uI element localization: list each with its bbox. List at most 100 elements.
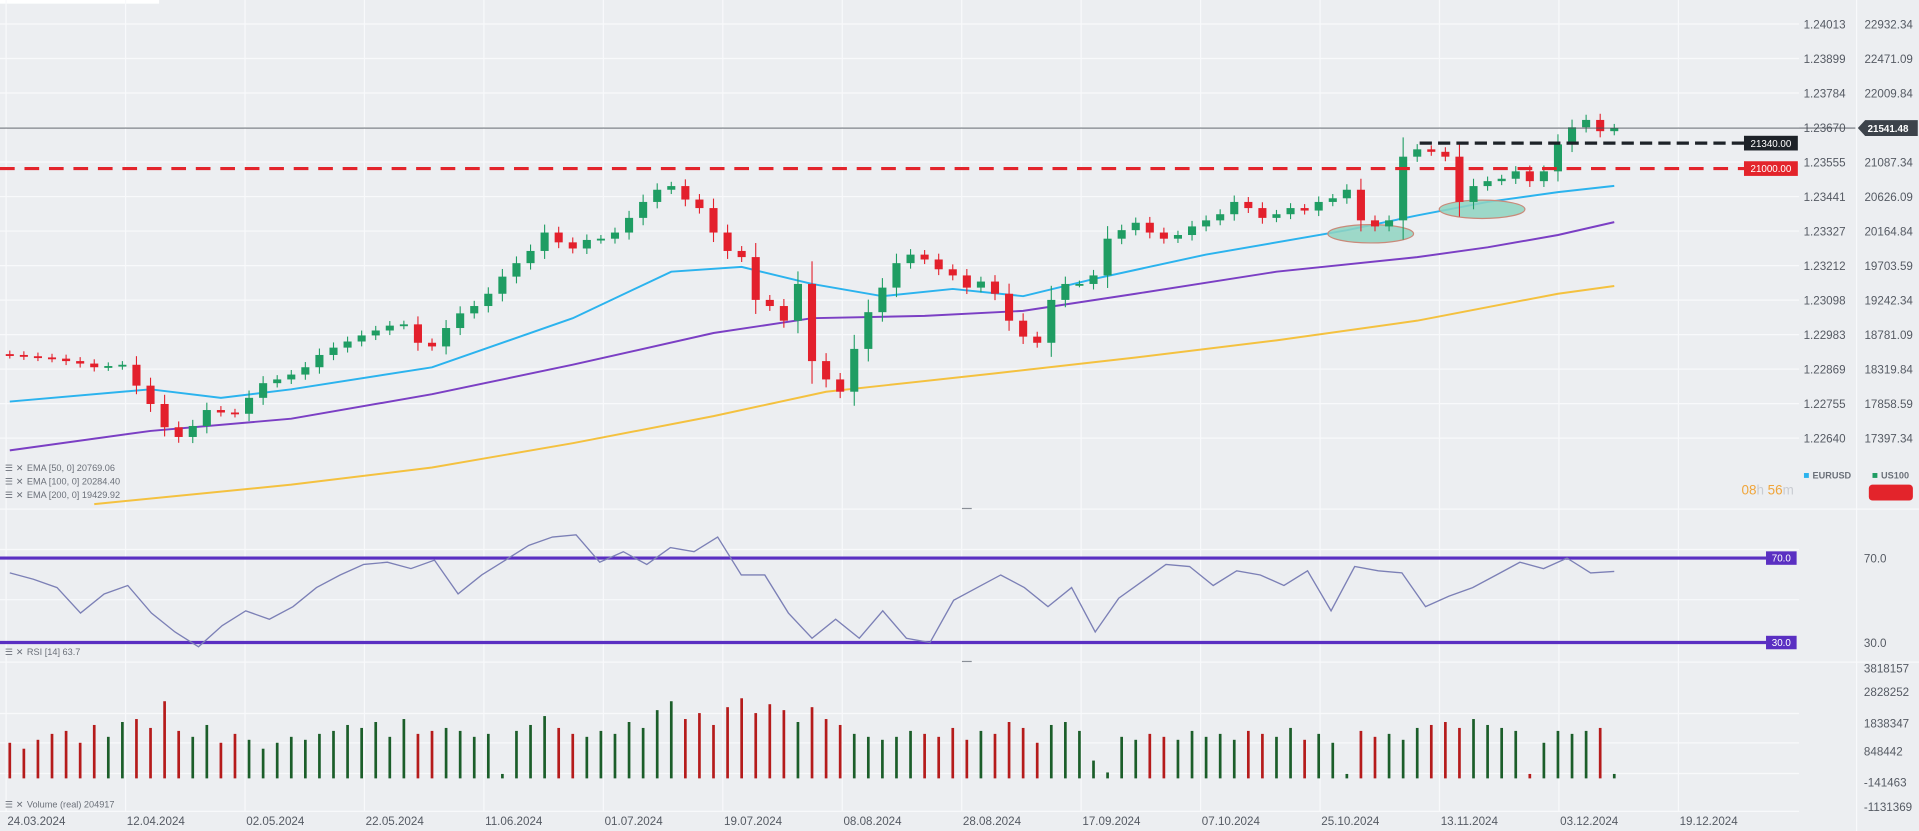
candle-body-down [568, 242, 577, 249]
volume-bar [1584, 730, 1588, 779]
volume-bar [205, 724, 209, 779]
volume-bar [1345, 773, 1349, 779]
candle [146, 377, 155, 412]
us100-red-button[interactable] [1868, 484, 1913, 501]
candle-body-up [540, 232, 549, 251]
volume-bar [1570, 733, 1574, 779]
volume-bar [163, 701, 166, 779]
volume-bar [332, 730, 335, 779]
us100-tick-label: 19242.34 [1864, 294, 1913, 307]
candle [1413, 144, 1422, 162]
volume-bar [881, 739, 884, 779]
date-label: 13.11.2024 [1441, 815, 1499, 828]
candle [174, 421, 183, 443]
candle-body-down [230, 412, 240, 415]
us100-tick-label: 22471.09 [1864, 53, 1912, 66]
candle [540, 224, 549, 259]
volume-bar [261, 748, 265, 779]
level-tag [1743, 161, 1798, 176]
candle-body-up [343, 341, 352, 348]
volume-bar [1049, 724, 1053, 779]
volume-axis-label: 848442 [1864, 746, 1903, 759]
rsi-band-tag-label: 30.0 [1772, 638, 1792, 649]
countdown-minutes: 56 [1768, 482, 1783, 497]
candle-body-down [1159, 232, 1168, 239]
rsi-pane: 70.0 70.0 30.0 30.0 [0, 534, 1887, 650]
volume-bar [1331, 742, 1335, 779]
volume-bar [1120, 736, 1124, 779]
candle-body-down [1244, 201, 1253, 209]
candle [1131, 217, 1140, 236]
eurusd-tick-label: 1.22640 [1804, 432, 1846, 445]
volume-bar [8, 742, 12, 779]
candle-body-up [1497, 178, 1506, 182]
candle-body-up [202, 410, 211, 426]
candle [822, 353, 831, 388]
candle-body-down [132, 364, 141, 386]
candle [807, 261, 817, 384]
date-axis[interactable]: 24.03.2024 12.04.2024 02.05.2024 22.05.2024… [7, 815, 1738, 828]
candle [878, 278, 887, 322]
candle [104, 362, 113, 371]
legend-menu-icon[interactable]: ☰ [5, 800, 13, 810]
candle [357, 330, 366, 347]
volume-bar [191, 736, 195, 779]
rsi-legend[interactable]: ☰ ✕ RSI [14] 63.7 [5, 647, 80, 657]
volume-bar [543, 716, 546, 779]
volume-bar [1289, 727, 1292, 779]
candle [1202, 215, 1211, 232]
candle-body-up [329, 347, 338, 355]
volume-bar [1064, 722, 1067, 779]
level-tag [1743, 135, 1798, 151]
candle [1103, 226, 1112, 288]
candle [962, 269, 971, 295]
candle [596, 234, 605, 244]
ema100-legend[interactable]: ☰ ✕ EMA [100, 0] 20284.40 [5, 477, 120, 487]
candle [1483, 176, 1492, 191]
volume-legend-label: Volume (real) 204917 [27, 800, 115, 810]
levels[interactable]: 21340.00 21000.00 [0, 135, 1798, 176]
legend-close-icon[interactable]: ✕ [16, 647, 24, 657]
candle-body-up [625, 217, 634, 233]
legend-menu-icon[interactable]: ☰ [5, 490, 13, 500]
candle [132, 356, 141, 395]
candle [1385, 215, 1394, 232]
candle [1596, 113, 1605, 138]
current-price-tag-shape [1857, 120, 1918, 137]
candle-body-down [779, 306, 788, 321]
candle [793, 271, 802, 334]
candle-body-up [610, 232, 620, 239]
legend-menu-icon[interactable]: ☰ [5, 647, 13, 657]
eurusd-tick-label: 1.22755 [1804, 398, 1846, 411]
eurusd-symbol[interactable]: EURUSD [1813, 471, 1852, 481]
volume-bar [275, 742, 279, 779]
candle-body-up [259, 383, 268, 398]
volume-legend[interactable]: ☰ ✕ Volume (real) 204917 [5, 800, 115, 810]
candle [287, 369, 296, 385]
legend-menu-icon[interactable]: ☰ [5, 477, 13, 487]
candle-body-up [1061, 283, 1070, 300]
legend-close-icon[interactable]: ✕ [16, 490, 24, 500]
candle [1567, 119, 1577, 153]
date-label: 25.10.2024 [1321, 815, 1380, 828]
legend-menu-icon[interactable]: ☰ [5, 463, 13, 473]
volume-bar [571, 733, 575, 779]
candle [5, 350, 14, 359]
ema200-legend[interactable]: ☰ ✕ EMA [200, 0] 19429.92 [5, 490, 120, 500]
candle-body-up [639, 201, 648, 218]
eurusd-tick-label: 1.23899 [1804, 53, 1846, 66]
eurusd-tick-label: 1.22983 [1804, 329, 1846, 342]
candle-body-down [1455, 156, 1464, 202]
us100-symbol[interactable]: US100 [1881, 471, 1909, 481]
volume-bar [1176, 739, 1180, 779]
candle [512, 256, 521, 284]
legend-close-icon[interactable]: ✕ [16, 463, 24, 473]
candle-body-up [1187, 226, 1197, 236]
countdown-hours: 08 [1742, 482, 1757, 497]
date-label: 24.03.2024 [7, 815, 66, 828]
legend-close-icon[interactable]: ✕ [16, 800, 24, 810]
ema50-legend[interactable]: ☰ ✕ EMA [50, 0] 20769.06 [5, 463, 115, 473]
legend-close-icon[interactable]: ✕ [16, 477, 24, 487]
